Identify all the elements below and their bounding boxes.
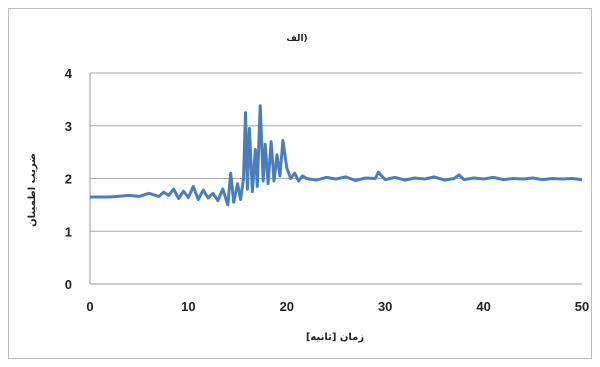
x-tick-label: 50 xyxy=(575,299,589,314)
x-axis-label: زمان [ثانیه] xyxy=(306,332,365,343)
x-axis-ticks: 0 10 20 30 40 50 xyxy=(86,299,589,314)
x-tick-label: 10 xyxy=(181,299,195,314)
y-axis-label: ضریب اطمینان xyxy=(27,153,38,227)
x-tick-label: 0 xyxy=(86,299,93,314)
y-tick-label: 1 xyxy=(65,224,72,239)
y-tick-label: 4 xyxy=(65,66,73,81)
series-group xyxy=(90,104,583,207)
x-tick-label: 40 xyxy=(476,299,490,314)
y-tick-label: 3 xyxy=(65,119,72,134)
series-line-0 xyxy=(90,104,583,207)
chart-title: الف) xyxy=(286,34,307,44)
x-tick-label: 20 xyxy=(280,299,294,314)
y-tick-label: 2 xyxy=(65,172,72,187)
x-tick-label: 30 xyxy=(378,299,392,314)
y-tick-label: 0 xyxy=(65,277,72,292)
y-axis-ticks: 0 1 2 3 4 xyxy=(65,66,73,292)
